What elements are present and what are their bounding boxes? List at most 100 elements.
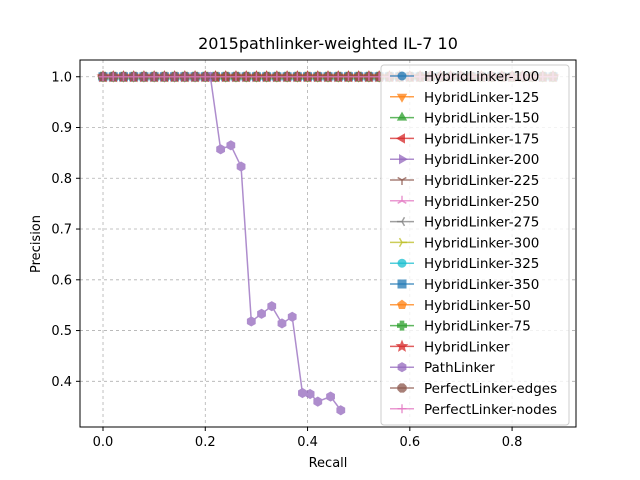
y-tick-label: 0.6 [51,273,72,288]
legend-marker [397,279,407,289]
legend-marker [399,154,409,165]
data-point [246,316,256,327]
data-point [287,311,297,322]
legend-marker [397,404,407,414]
legend-label: PathLinker [424,360,495,376]
legend-item: HybridLinker [390,339,510,355]
legend-marker [397,299,407,309]
y-tick-label: 0.8 [51,172,72,187]
legend-label: HybridLinker-200 [424,152,539,168]
data-point [277,318,287,329]
legend-marker [395,133,405,144]
data-point [108,72,118,82]
chart-title: 2015pathlinker-weighted IL-7 10 [198,34,458,53]
legend-label: HybridLinker-300 [424,235,539,251]
data-point [326,391,335,402]
data-point [272,72,282,82]
data-point [200,72,210,82]
legend-marker [397,383,407,393]
data-point [221,72,231,82]
legend-item: HybridLinker-50 [390,298,531,314]
legend-item: PerfectLinker-nodes [390,402,557,418]
legend-item: HybridLinker-300 [390,235,539,251]
plot-frame [79,59,577,428]
legend-marker [395,339,409,352]
legend-item: HybridLinker-75 [390,319,531,335]
y-tick-label: 0.9 [51,121,72,136]
data-point [343,72,353,82]
data-point [364,72,374,82]
data-point [118,72,128,82]
data-point [180,72,190,82]
data-point [216,144,226,155]
x-tick-label: 0.4 [297,435,318,450]
data-point [313,72,323,82]
y-tick-label: 0.5 [51,324,72,339]
data-point [241,72,251,82]
data-point [354,72,364,82]
legend-item: HybridLinker-175 [390,131,539,147]
data-point [305,388,315,400]
data-point [292,72,302,82]
x-tick-label: 0.8 [502,435,523,450]
data-point [159,72,169,82]
data-point [333,72,343,82]
legend-label: HybridLinker-75 [424,319,531,335]
data-point [251,72,261,82]
legend-label: HybridLinker-350 [424,277,539,293]
legend-item: HybridLinker-125 [390,90,539,106]
legend-label: HybridLinker-225 [424,173,539,189]
legend-item: PathLinker [390,360,495,376]
legend: HybridLinker-100 HybridLinker-125 HybridLi… [380,64,570,426]
legend-marker [397,216,406,227]
legend-label: HybridLinker-150 [424,111,539,127]
data-point [313,396,323,407]
data-point [211,72,221,82]
x-tick-label: 0.2 [195,435,216,450]
legend-marker [397,176,407,185]
legend-item: HybridLinker-100 [390,69,539,85]
x-tick-label: 0.6 [399,435,420,450]
y-tick-label: 1.0 [51,70,72,85]
legend-item: HybridLinker-250 [390,194,539,210]
legend-item: HybridLinker-200 [390,152,539,168]
data-point [129,72,139,82]
data-point [139,72,149,82]
legend-label: HybridLinker-325 [424,256,539,272]
legend-label: HybridLinker-50 [424,298,531,314]
legend-marker [397,362,407,373]
data-point [323,72,333,82]
data-point [298,387,307,399]
legend-marker [397,258,407,268]
legend-box [380,64,570,426]
legend-item: HybridLinker-150 [390,111,539,127]
legend-item: HybridLinker-325 [390,256,539,272]
legend-marker [396,93,408,103]
x-axis-label: Recall [309,456,348,471]
legend-label: HybridLinker-125 [424,90,539,106]
legend-label: HybridLinker-100 [424,69,539,85]
y-tick-label: 0.7 [51,223,72,238]
data-point [303,72,313,82]
legend-label: HybridLinker-250 [424,194,539,210]
data-point [190,72,200,82]
legend-label: HybridLinker-275 [424,215,539,231]
legend-marker [398,237,407,248]
y-tick-label: 0.4 [51,375,72,390]
legend-label: PerfectLinker-nodes [424,402,557,418]
data-point [257,308,266,319]
data-point [282,72,292,82]
legend-label: PerfectLinker-edges [424,381,557,397]
legend-marker [397,320,407,331]
data-point [236,161,246,172]
legend-marker [396,111,408,121]
data-point [98,72,108,82]
data-point [231,72,241,82]
data-point [170,72,180,82]
data-point [336,405,346,416]
legend-label: HybridLinker-175 [424,131,539,147]
legend-marker [397,195,407,204]
legend-item: HybridLinker-275 [390,215,539,231]
legend-item: HybridLinker-225 [390,173,539,189]
